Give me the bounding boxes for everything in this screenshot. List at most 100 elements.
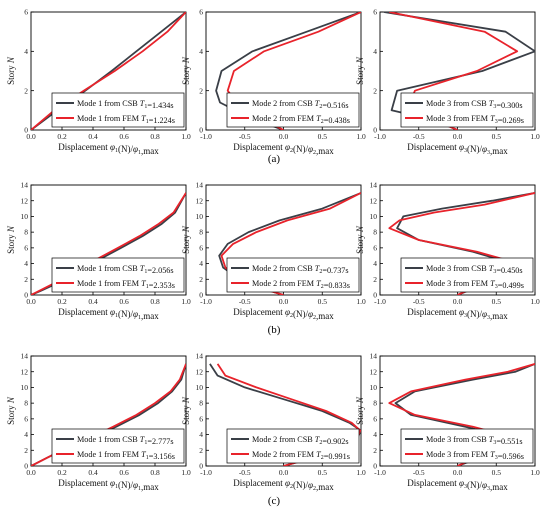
x-tick-label: 0.0 (279, 468, 289, 477)
y-tick-label: 6 (373, 8, 377, 17)
y-axis-label: Story N (355, 56, 365, 85)
legend-label-csb: Mode 3 from CSB T3=0.551s (426, 435, 523, 446)
y-tick-label: 0 (373, 126, 377, 135)
x-tick-label: -1.0 (374, 468, 386, 477)
y-axis-label: Story N (181, 225, 191, 254)
legend-label-csb: Mode 2 from CSB T2=0.737s (252, 264, 349, 275)
y-axis-label: Story N (6, 56, 16, 85)
y-tick-label: 8 (199, 228, 203, 237)
x-tick-label: 1.0 (356, 468, 366, 477)
x-tick-label: 0.0 (26, 468, 36, 477)
legend-label-fem: Mode 3 from FEM T3=0.499s (426, 279, 524, 290)
x-tick-label: 0.5 (318, 132, 328, 141)
y-tick-label: 2 (199, 446, 203, 455)
x-axis-label: Displacement φ3(N)/φ3,max (407, 478, 508, 492)
y-axis-label: Story N (355, 396, 365, 425)
y-tick-label: 2 (24, 446, 28, 455)
x-tick-label: -0.5 (413, 468, 425, 477)
legend-box (51, 257, 185, 293)
y-tick-label: 0 (199, 291, 203, 300)
x-tick-label: 0.2 (57, 468, 67, 477)
x-axis-label: Displacement φ2(N)/φ2,max (233, 142, 334, 156)
y-tick-label: 8 (373, 399, 377, 408)
y-tick-label: 10 (196, 383, 204, 392)
legend-box (51, 92, 185, 128)
x-axis-label: Displacement φ3(N)/φ3,max (407, 307, 508, 321)
x-axis-label: Displacement φ2(N)/φ2,max (233, 478, 334, 492)
x-axis-label: Displacement φ3(N)/φ3,max (407, 142, 508, 156)
x-tick-label: 1.0 (181, 297, 191, 306)
panel-c-mode2: -1.0 -0.5 0.0 0.5 1.0 0 2 4 6 8 10 12 14 Story N Displ… (181, 352, 366, 492)
x-tick-label: 1.0 (530, 468, 540, 477)
y-tick-label: 6 (373, 414, 377, 423)
plot-frame (30, 184, 187, 296)
y-tick-label: 12 (370, 367, 378, 376)
legend-label-csb: Mode 1 from CSB T1=2.056s (77, 264, 174, 275)
y-tick-label: 2 (24, 86, 28, 95)
y-tick-label: 14 (21, 352, 29, 361)
plot-frame (30, 355, 187, 467)
x-tick-label: 0.8 (150, 297, 160, 306)
x-tick-label: 0.6 (119, 297, 129, 306)
x-tick-label: 0.6 (119, 132, 129, 141)
x-tick-label: 0.5 (492, 468, 502, 477)
legend-label-fem: Mode 3 from FEM T3=0.269s (426, 114, 524, 125)
x-tick-label: 1.0 (181, 132, 191, 141)
legend-label-fem: Mode 1 from FEM T1=3.156s (77, 450, 175, 461)
y-tick-label: 4 (373, 47, 377, 56)
x-tick-label: 1.0 (530, 297, 540, 306)
y-tick-label: 4 (373, 430, 377, 439)
y-tick-label: 6 (24, 243, 28, 252)
x-tick-label: 0.0 (453, 132, 463, 141)
caption-c: (c) (268, 495, 281, 507)
x-tick-label: 1.0 (530, 132, 540, 141)
y-tick-label: 14 (196, 352, 204, 361)
legend-label-csb: Mode 3 from CSB T3=0.300s (426, 99, 523, 110)
panel-c-mode3: -1.0 -0.5 0.0 0.5 1.0 0 2 4 6 8 10 12 14 Story N Displ… (355, 352, 540, 492)
x-tick-label: 1.0 (181, 468, 191, 477)
panel-b-mode1: 0.0 0.2 0.4 0.6 0.8 1.0 0 2 4 6 8 10 12 14 Story N Disp… (6, 181, 191, 321)
x-tick-label: -0.5 (239, 297, 251, 306)
x-tick-label: 0.6 (119, 468, 129, 477)
y-tick-label: 0 (199, 462, 203, 471)
x-axis-label: Displacement φ1(N)/φ1,max (58, 478, 159, 492)
x-axis-label: Displacement φ1(N)/φ1,max (58, 142, 159, 156)
panel-c-mode1: 0.0 0.2 0.4 0.6 0.8 1.0 0 2 4 6 8 10 12 14 Story N Disp… (6, 352, 191, 492)
x-tick-label: -1.0 (374, 132, 386, 141)
y-tick-label: 0 (373, 462, 377, 471)
y-tick-label: 0 (24, 462, 28, 471)
legend-box (51, 428, 185, 464)
x-tick-label: 0.4 (88, 297, 98, 306)
y-tick-label: 4 (199, 259, 203, 268)
y-tick-label: 12 (21, 367, 29, 376)
x-tick-label: 1.0 (356, 297, 366, 306)
x-tick-label: 0.5 (492, 132, 502, 141)
y-tick-label: 10 (196, 212, 204, 221)
legend-box (400, 257, 534, 293)
y-tick-label: 6 (24, 414, 28, 423)
x-tick-label: -1.0 (200, 132, 212, 141)
y-tick-label: 8 (24, 228, 28, 237)
y-tick-label: 10 (21, 383, 29, 392)
y-tick-label: 14 (370, 352, 378, 361)
x-axis-label: Displacement φ2(N)/φ2,max (233, 307, 334, 321)
y-tick-label: 2 (373, 446, 377, 455)
legend-box (226, 92, 360, 128)
x-tick-label: 0.8 (150, 132, 160, 141)
x-tick-label: 0.5 (318, 297, 328, 306)
y-tick-label: 2 (373, 275, 377, 284)
x-tick-label: -0.5 (239, 468, 251, 477)
x-tick-label: 0.0 (279, 297, 289, 306)
y-tick-label: 4 (199, 47, 203, 56)
legend-label-fem: Mode 2 from FEM T2=0.991s (252, 450, 350, 461)
x-tick-label: 0.2 (57, 132, 67, 141)
y-axis-label: Story N (355, 225, 365, 254)
y-tick-label: 14 (370, 181, 378, 190)
y-tick-label: 4 (24, 47, 28, 56)
legend-label-csb: Mode 1 from CSB T1=1.434s (77, 99, 174, 110)
legend-label-fem: Mode 1 from FEM T1=1.224s (77, 114, 175, 125)
y-tick-label: 8 (24, 399, 28, 408)
series-line-fem (31, 192, 186, 295)
legend-label-csb: Mode 2 from CSB T2=0.902s (252, 435, 349, 446)
